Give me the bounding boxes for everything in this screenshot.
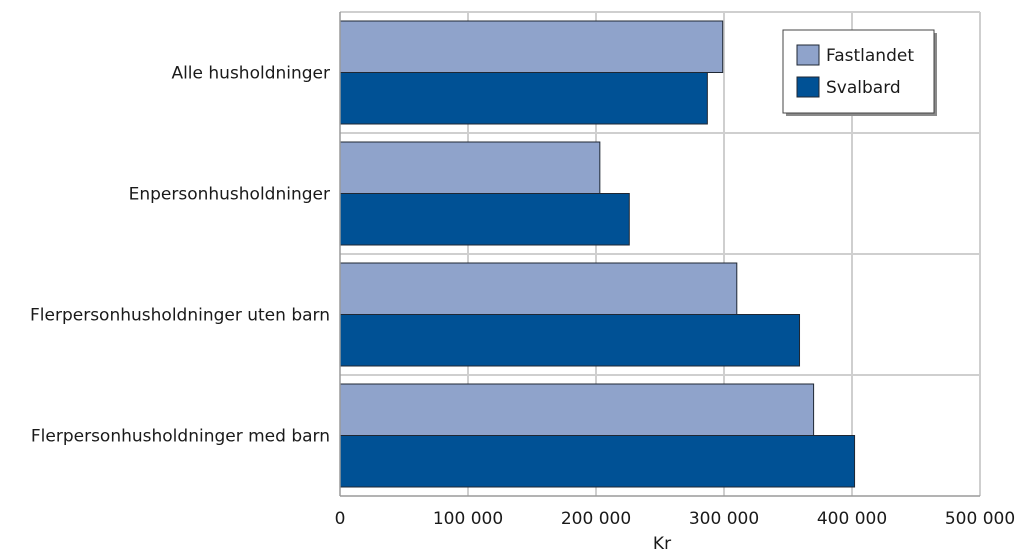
category-label: Flerpersonhusholdninger med barn xyxy=(31,427,330,447)
legend-swatch-fastlandet xyxy=(796,44,820,66)
legend-label-fastlandet: Fastlandet xyxy=(826,46,914,66)
legend-swatch-svalbard xyxy=(796,76,820,98)
labels: Alle husholdninger Enpersonhusholdninger F… xyxy=(30,64,1015,554)
legend-label-svalbard: Svalbard xyxy=(826,78,901,98)
x-axis-title: Kr xyxy=(653,534,671,554)
x-tick-label: 400 000 xyxy=(817,509,887,529)
bar-svalbard xyxy=(339,72,708,125)
axes xyxy=(339,12,980,497)
x-tick-label: 500 000 xyxy=(945,509,1015,529)
bars xyxy=(339,20,856,488)
legend: Fastlandet Svalbard xyxy=(782,29,937,116)
x-tick-label: 0 xyxy=(335,509,346,529)
bar-fastlandet xyxy=(339,262,738,315)
bar-fastlandet xyxy=(339,141,601,194)
bar-fastlandet xyxy=(339,383,815,436)
bar-svalbard xyxy=(339,435,856,488)
category-label: Alle husholdninger xyxy=(171,64,330,84)
category-label: Enpersonhusholdninger xyxy=(129,185,330,205)
legend-box xyxy=(782,29,935,114)
x-tick-label: 200 000 xyxy=(561,509,631,529)
bar-svalbard xyxy=(339,193,630,246)
bar-svalbard xyxy=(339,314,801,367)
x-tick-label: 300 000 xyxy=(689,509,759,529)
bar-fastlandet xyxy=(339,20,724,73)
x-tick-label: 100 000 xyxy=(433,509,503,529)
category-label: Flerpersonhusholdninger uten barn xyxy=(30,306,330,326)
